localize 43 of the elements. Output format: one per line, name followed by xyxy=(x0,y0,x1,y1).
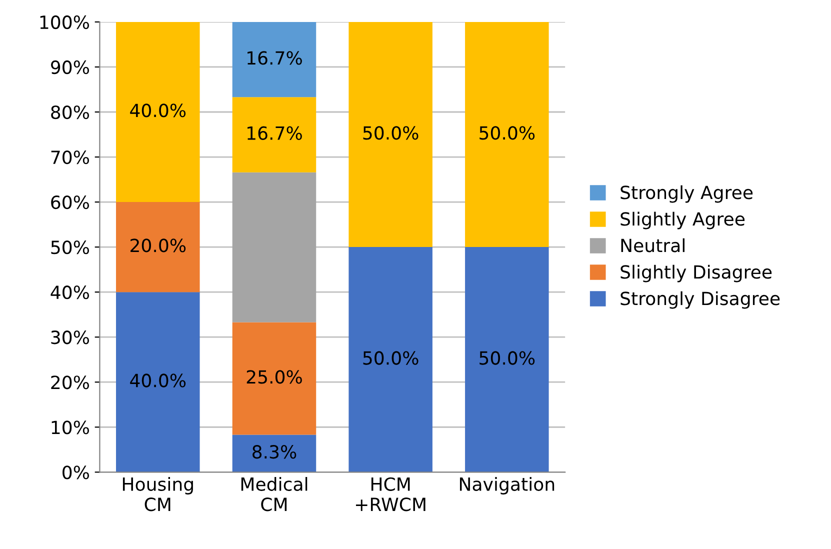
bar xyxy=(232,172,316,322)
data-label: 40.0% xyxy=(130,374,186,388)
y-tick-label: 30% xyxy=(51,330,89,344)
x-tick-label: Navigation xyxy=(460,477,554,494)
data-label: 16.7% xyxy=(248,126,302,140)
bar xyxy=(348,247,432,472)
legend-label: Strongly Disagree xyxy=(620,291,780,309)
bar xyxy=(232,322,316,435)
legend-label: Slightly Agree xyxy=(620,212,745,230)
data-label: 50.0% xyxy=(480,126,535,140)
y-tick-label: 10% xyxy=(52,420,89,434)
bar xyxy=(116,202,200,292)
data-label: 16.7% xyxy=(248,51,302,65)
bar xyxy=(232,97,316,172)
y-tick-label: 60% xyxy=(51,195,89,210)
y-tick-label: 20% xyxy=(51,376,89,390)
data-label: 50.0% xyxy=(480,351,535,365)
y-tick-label: 80% xyxy=(51,105,89,120)
bar xyxy=(465,22,549,248)
legend-label: Slightly Disagree xyxy=(620,264,772,282)
y-tick-label: 50% xyxy=(51,240,89,254)
bar xyxy=(465,247,549,472)
data-label: 50.0% xyxy=(363,351,418,365)
y-tick-label: 40% xyxy=(50,286,89,300)
legend-label: Neutral xyxy=(621,238,684,252)
data-label: 25.0% xyxy=(246,370,302,384)
data-label: 20.0% xyxy=(130,238,186,252)
bar xyxy=(232,22,316,98)
y-tick-label: 90% xyxy=(51,60,89,74)
data-label: 8.3% xyxy=(252,445,296,459)
data-label: 40.0% xyxy=(130,104,186,118)
bar xyxy=(232,434,316,472)
x-tick-label: Housing CM xyxy=(122,477,193,512)
y-tick-label: 70% xyxy=(51,150,89,164)
data-label: 50.0% xyxy=(363,126,418,140)
x-tick-label: Medical CM xyxy=(241,477,308,512)
bar xyxy=(116,292,200,472)
y-tick-label: 0% xyxy=(62,466,89,480)
bar xyxy=(116,22,200,202)
legend-label: Strongly Agree xyxy=(620,185,753,203)
y-tick-label: 100% xyxy=(40,15,89,30)
x-tick-label: HCM +RWCM xyxy=(356,477,426,512)
bar xyxy=(348,22,432,248)
